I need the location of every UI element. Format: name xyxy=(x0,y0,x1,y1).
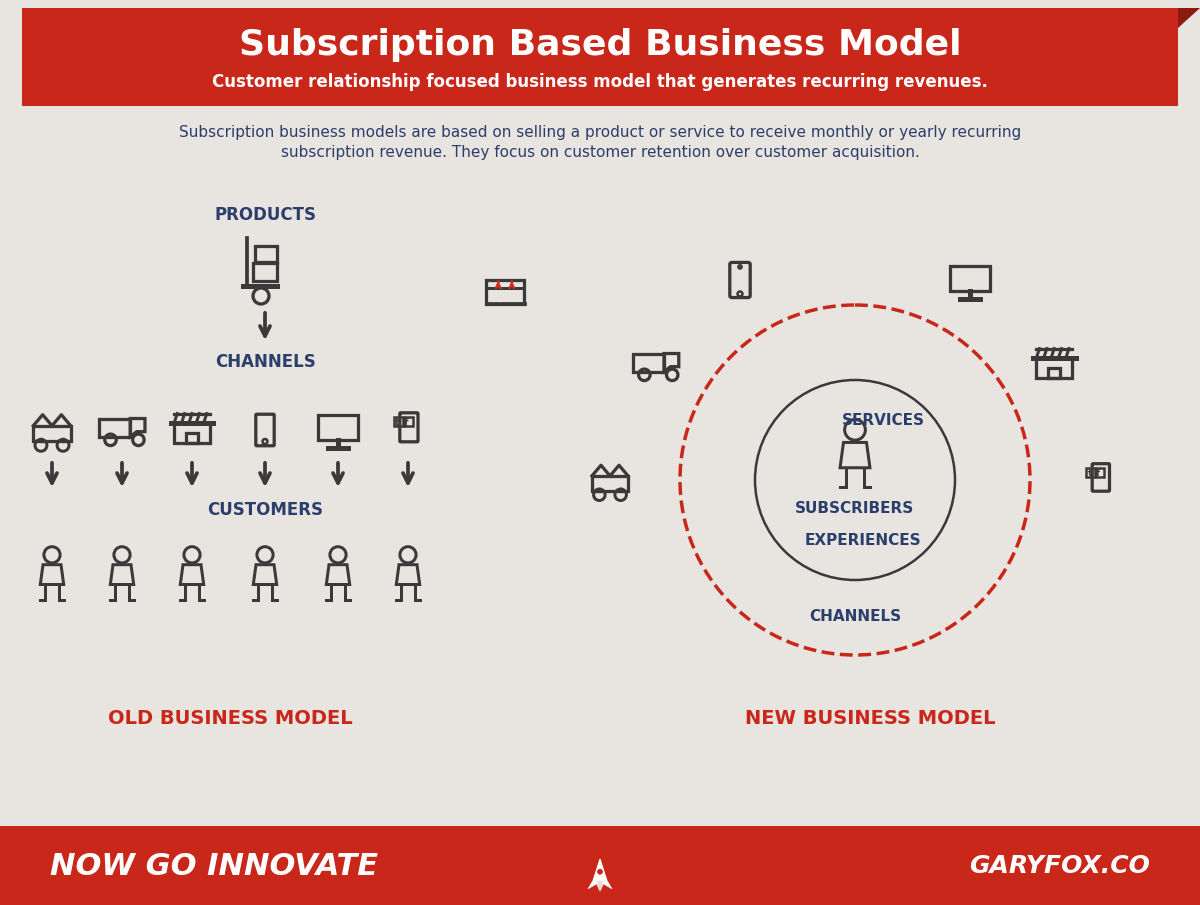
Bar xyxy=(1096,468,1104,477)
Bar xyxy=(34,425,71,441)
Text: CHANNELS: CHANNELS xyxy=(215,353,316,371)
Circle shape xyxy=(596,869,604,875)
Text: Subscription business models are based on selling a product or service to receiv: Subscription business models are based o… xyxy=(179,125,1021,139)
Bar xyxy=(174,424,210,443)
FancyBboxPatch shape xyxy=(0,826,1200,905)
Bar xyxy=(1036,358,1073,378)
Bar xyxy=(592,476,628,491)
Text: PRODUCTS: PRODUCTS xyxy=(214,206,316,224)
Text: Customer relationship focused business model that generates recurring revenues.: Customer relationship focused business m… xyxy=(212,73,988,91)
Text: SUBSCRIBERS: SUBSCRIBERS xyxy=(796,500,914,516)
Text: OLD BUSINESS MODEL: OLD BUSINESS MODEL xyxy=(108,709,353,728)
Text: SERVICES: SERVICES xyxy=(841,413,924,427)
Bar xyxy=(100,418,130,436)
Text: f: f xyxy=(1097,469,1100,478)
Text: f: f xyxy=(404,418,408,428)
Bar xyxy=(1086,468,1094,477)
Text: CHANNELS: CHANNELS xyxy=(809,609,901,624)
Text: Subscription Based Business Model: Subscription Based Business Model xyxy=(239,28,961,62)
Text: CUSTOMERS: CUSTOMERS xyxy=(208,501,323,519)
FancyBboxPatch shape xyxy=(22,8,1178,106)
Polygon shape xyxy=(595,881,605,891)
Text: t: t xyxy=(1087,469,1092,478)
Text: EXPERIENCES: EXPERIENCES xyxy=(805,532,922,548)
Bar xyxy=(1049,368,1060,378)
Polygon shape xyxy=(593,859,607,881)
Polygon shape xyxy=(601,881,612,889)
Text: subscription revenue. They focus on customer retention over customer acquisition: subscription revenue. They focus on cust… xyxy=(281,145,919,159)
Bar xyxy=(632,354,664,372)
Bar xyxy=(394,417,403,426)
Bar xyxy=(256,246,277,262)
Polygon shape xyxy=(588,881,599,889)
Polygon shape xyxy=(1178,8,1200,28)
Bar xyxy=(318,415,358,440)
Bar xyxy=(486,280,523,303)
Text: t: t xyxy=(395,418,400,428)
Text: NOW GO INNOVATE: NOW GO INNOVATE xyxy=(50,852,378,881)
Bar xyxy=(186,433,198,443)
Bar xyxy=(403,417,413,426)
Text: GARYFOX.CO: GARYFOX.CO xyxy=(970,854,1150,878)
Bar xyxy=(950,266,990,291)
Text: NEW BUSINESS MODEL: NEW BUSINESS MODEL xyxy=(745,709,995,728)
Bar xyxy=(253,263,277,281)
